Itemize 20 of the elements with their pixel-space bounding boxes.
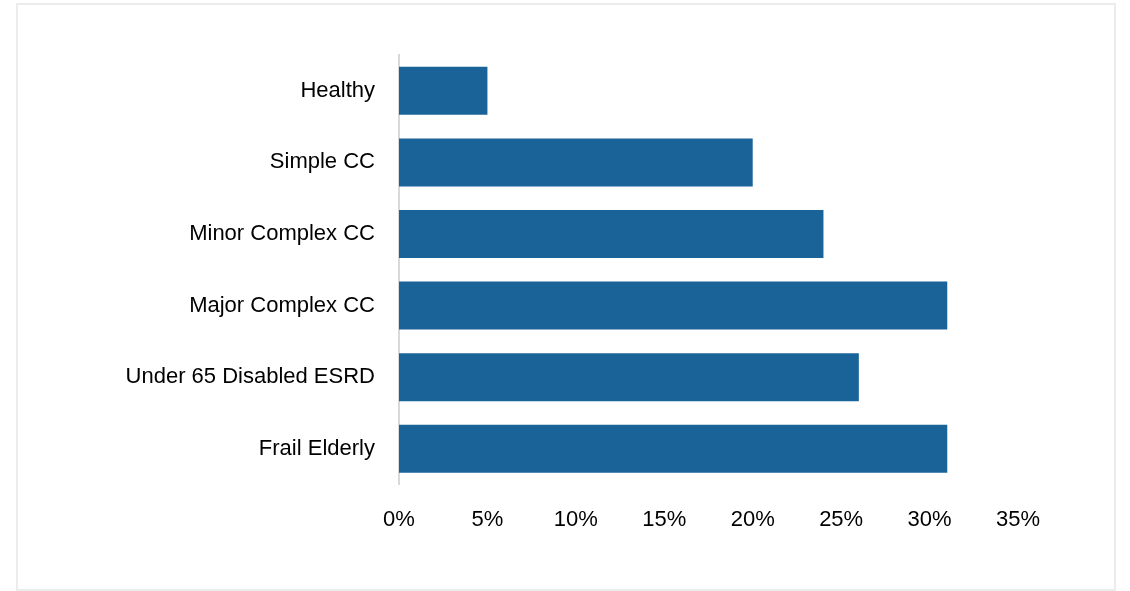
x-tick-label: 25%: [819, 505, 864, 531]
y-tick-label: Under 65 Disabled ESRD: [125, 363, 375, 389]
y-tick-label: Healthy: [300, 76, 375, 102]
bar: [399, 66, 488, 115]
y-tick-label: Minor Complex CC: [189, 220, 376, 246]
bar: [399, 281, 948, 330]
y-tick-label: Frail Elderly: [258, 434, 375, 460]
bar: [399, 353, 859, 402]
bar: [399, 424, 948, 473]
x-tick-label: 15%: [642, 505, 687, 531]
x-tick-label: 30%: [907, 505, 952, 531]
x-tick-label: 10%: [553, 505, 598, 531]
bar: [399, 138, 753, 187]
y-tick-label: Major Complex CC: [189, 291, 376, 317]
bar: [399, 210, 824, 258]
x-tick-label: 0%: [383, 505, 415, 531]
y-tick-label: Simple CC: [269, 148, 376, 174]
x-tick-label: 5%: [471, 505, 504, 531]
x-tick-label: 35%: [995, 505, 1041, 531]
x-tick-label: 20%: [730, 505, 775, 531]
